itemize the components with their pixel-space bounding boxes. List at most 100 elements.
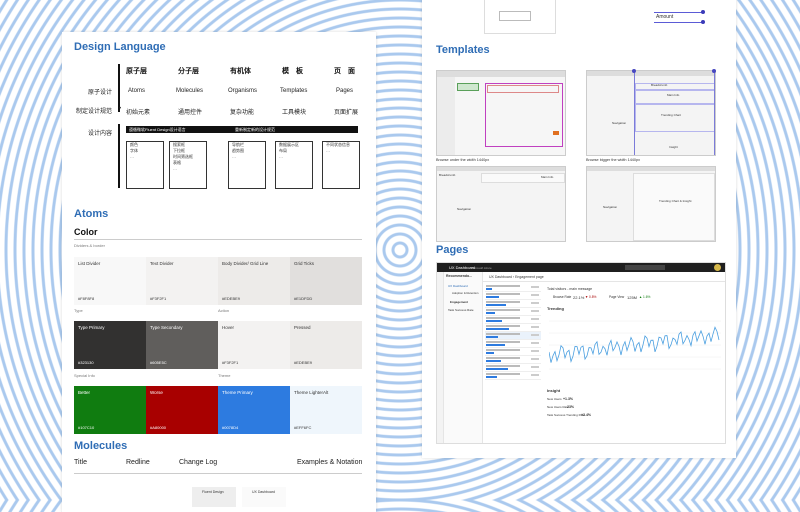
swatch-name: Pressed [294, 325, 311, 330]
list-item[interactable] [485, 324, 541, 332]
app-subtitle: Microsoft Azure [471, 265, 492, 270]
kpi-pageview-value: 125M [627, 294, 638, 300]
templates-content-box: 数据展示区 布局 … [275, 141, 313, 189]
mol-thumbnail-fluent: Fluent Design [192, 487, 236, 507]
row2-templates: 工具模块 [282, 110, 307, 116]
color-swatch: Hover #F3F2F1 [218, 321, 290, 369]
grid-header-organisms: 有机体 [230, 68, 251, 75]
swatch-hex: #F3F2F1 [150, 296, 167, 301]
theme-label: Theme [218, 373, 231, 378]
kpi-pageview-delta: ▲ 1.6% [639, 295, 651, 299]
swatch-hex: #605E5C [150, 360, 167, 365]
row1-label: 原子设计 [88, 90, 113, 96]
color-swatch: Worse #A80000 [146, 386, 218, 434]
main-title: Total visitors - main message [547, 287, 593, 291]
amount-label: Amount [656, 14, 674, 20]
swatch-hex: #EFF6FC [294, 425, 312, 430]
swatch-hex: #E1DFDD [294, 296, 313, 301]
swatch-hex: #F8F8F8 [78, 296, 95, 301]
app-icon-rail [437, 272, 444, 443]
left-document-panel: Design Language 原子层 分子层 有机体 模 板 页 面 原子设计… [62, 32, 376, 512]
list-item[interactable] [485, 316, 541, 324]
row1-molecules: Molecules [176, 88, 204, 94]
swatch-name: Type Primary [78, 325, 105, 330]
list-item[interactable] [485, 292, 541, 300]
swatch-name: Hover [222, 325, 235, 330]
row1-atoms: Atoms [128, 88, 146, 94]
color-swatch: Theme Primary #0078D4 [218, 386, 290, 434]
list-item[interactable] [485, 284, 541, 292]
template-wireframe-2: Breadcrumb Main Info Trending Chart Navi… [586, 69, 716, 156]
mol-header-title: Title [74, 459, 87, 466]
fluent-design-bar: 遵循微软Fluent Design设计语言 [126, 126, 262, 133]
row1-pages: Pages [336, 88, 354, 94]
swatch-hex: #EDEBE9 [294, 360, 313, 365]
swatch-hex: #323130 [78, 360, 94, 365]
grid-vertical-rule-2 [118, 124, 120, 188]
list-item[interactable] [485, 348, 541, 356]
trending-title: Trending [547, 306, 564, 311]
new-spec-bar: 重新制定新的设计规范 [232, 126, 358, 133]
avatar[interactable] [714, 264, 721, 271]
special-info-label: Special Info [74, 373, 95, 378]
nav-item-adoption[interactable]: Adoption & Retention [452, 291, 479, 295]
template-wireframe-1 [436, 70, 566, 156]
swatch-name: Grid Ticks [294, 261, 315, 266]
swatch-hex: #107C10 [78, 425, 95, 430]
organisms-content-box: 导航栏 趋势图 … [228, 141, 266, 189]
list-item[interactable] [485, 308, 541, 316]
app-title: UX Dashboard [449, 265, 476, 270]
swatch-name: Type Secondary [150, 325, 183, 330]
color-swatch: Theme LighterAlt #EFF6FC [290, 386, 362, 434]
mol-header-redline: Redline [126, 459, 150, 466]
list-item[interactable] [485, 372, 541, 380]
kpi-browse-value: 22.1% [573, 294, 585, 300]
breadcrumb[interactable]: UX Dashboard › Engagement page [489, 275, 544, 279]
nav-item-task-success[interactable]: Task Success Rate [448, 308, 474, 312]
templates-title: Templates [436, 44, 490, 56]
color-swatch: Pressed #EDEBE9 [290, 321, 362, 369]
row1-templates: Templates [280, 88, 308, 94]
kpi-pageview-label: Page View [609, 295, 625, 299]
swatch-hex: #F3F2F1 [222, 360, 239, 365]
color-swatch: Grid Ticks #E1DFDD [290, 257, 362, 305]
row2-atoms: 初始元素 [126, 110, 151, 116]
nav-item-ux-dashboard[interactable]: UX Dashboard [448, 284, 468, 288]
row3-label: 设计内容 [88, 131, 113, 137]
swatch-name: Body Divider/ Grid Line [222, 261, 269, 266]
dividers-label: Dividers & border [74, 243, 105, 248]
atoms-content-box: 颜色 字体 … [126, 141, 164, 189]
swatch-name: List Divider [78, 261, 101, 266]
list-item[interactable] [485, 332, 541, 340]
mol-thumbnail-ux: UX Dashboard [242, 487, 286, 507]
molecules-title: Molecules [74, 440, 128, 452]
kpi-browse-label: Browse Rate [553, 295, 572, 299]
grid-header-pages: 页 面 [334, 68, 355, 75]
color-swatch: Body Divider/ Grid Line #EDEBE9 [218, 257, 290, 305]
row2-dot: • [119, 106, 122, 112]
mol-header-examples: Examples & Notation [297, 459, 363, 466]
insight-title: Insight [547, 388, 561, 393]
template-wireframe-3: Navigation Main Info Breadcrumb [436, 166, 566, 242]
kpi-browse-delta: ▼ 0.8% [585, 295, 597, 299]
swatch-name: Better [78, 390, 91, 395]
row2-molecules: 通用控件 [178, 110, 203, 116]
list-item[interactable] [485, 356, 541, 364]
list-item[interactable] [485, 340, 541, 348]
app-nav-pane: Recommendo... UX Dashboard Adoption & Re… [444, 272, 483, 443]
template-caption-1: Browse under the width 1440px [436, 158, 490, 162]
insight-row-2-label: New Users Rate [547, 405, 569, 409]
nav-item-engagement[interactable]: Engagement [450, 300, 469, 304]
insight-row-2-value: 23% [567, 404, 575, 409]
grid-header-molecules: 分子层 [178, 68, 199, 75]
breadcrumb-rule [483, 281, 725, 282]
mol-rule [74, 473, 362, 474]
list-item[interactable] [485, 364, 541, 372]
list-item[interactable] [485, 300, 541, 308]
color-swatch: Type Secondary #605E5C [146, 321, 218, 369]
mol-header-changelog: Change Log [179, 459, 218, 466]
swatch-name: Theme LighterAlt [294, 390, 329, 395]
app-search-input[interactable] [625, 265, 665, 270]
grid-header-templates: 模 板 [282, 68, 303, 75]
row2-pages: 页面扩展 [334, 110, 359, 116]
